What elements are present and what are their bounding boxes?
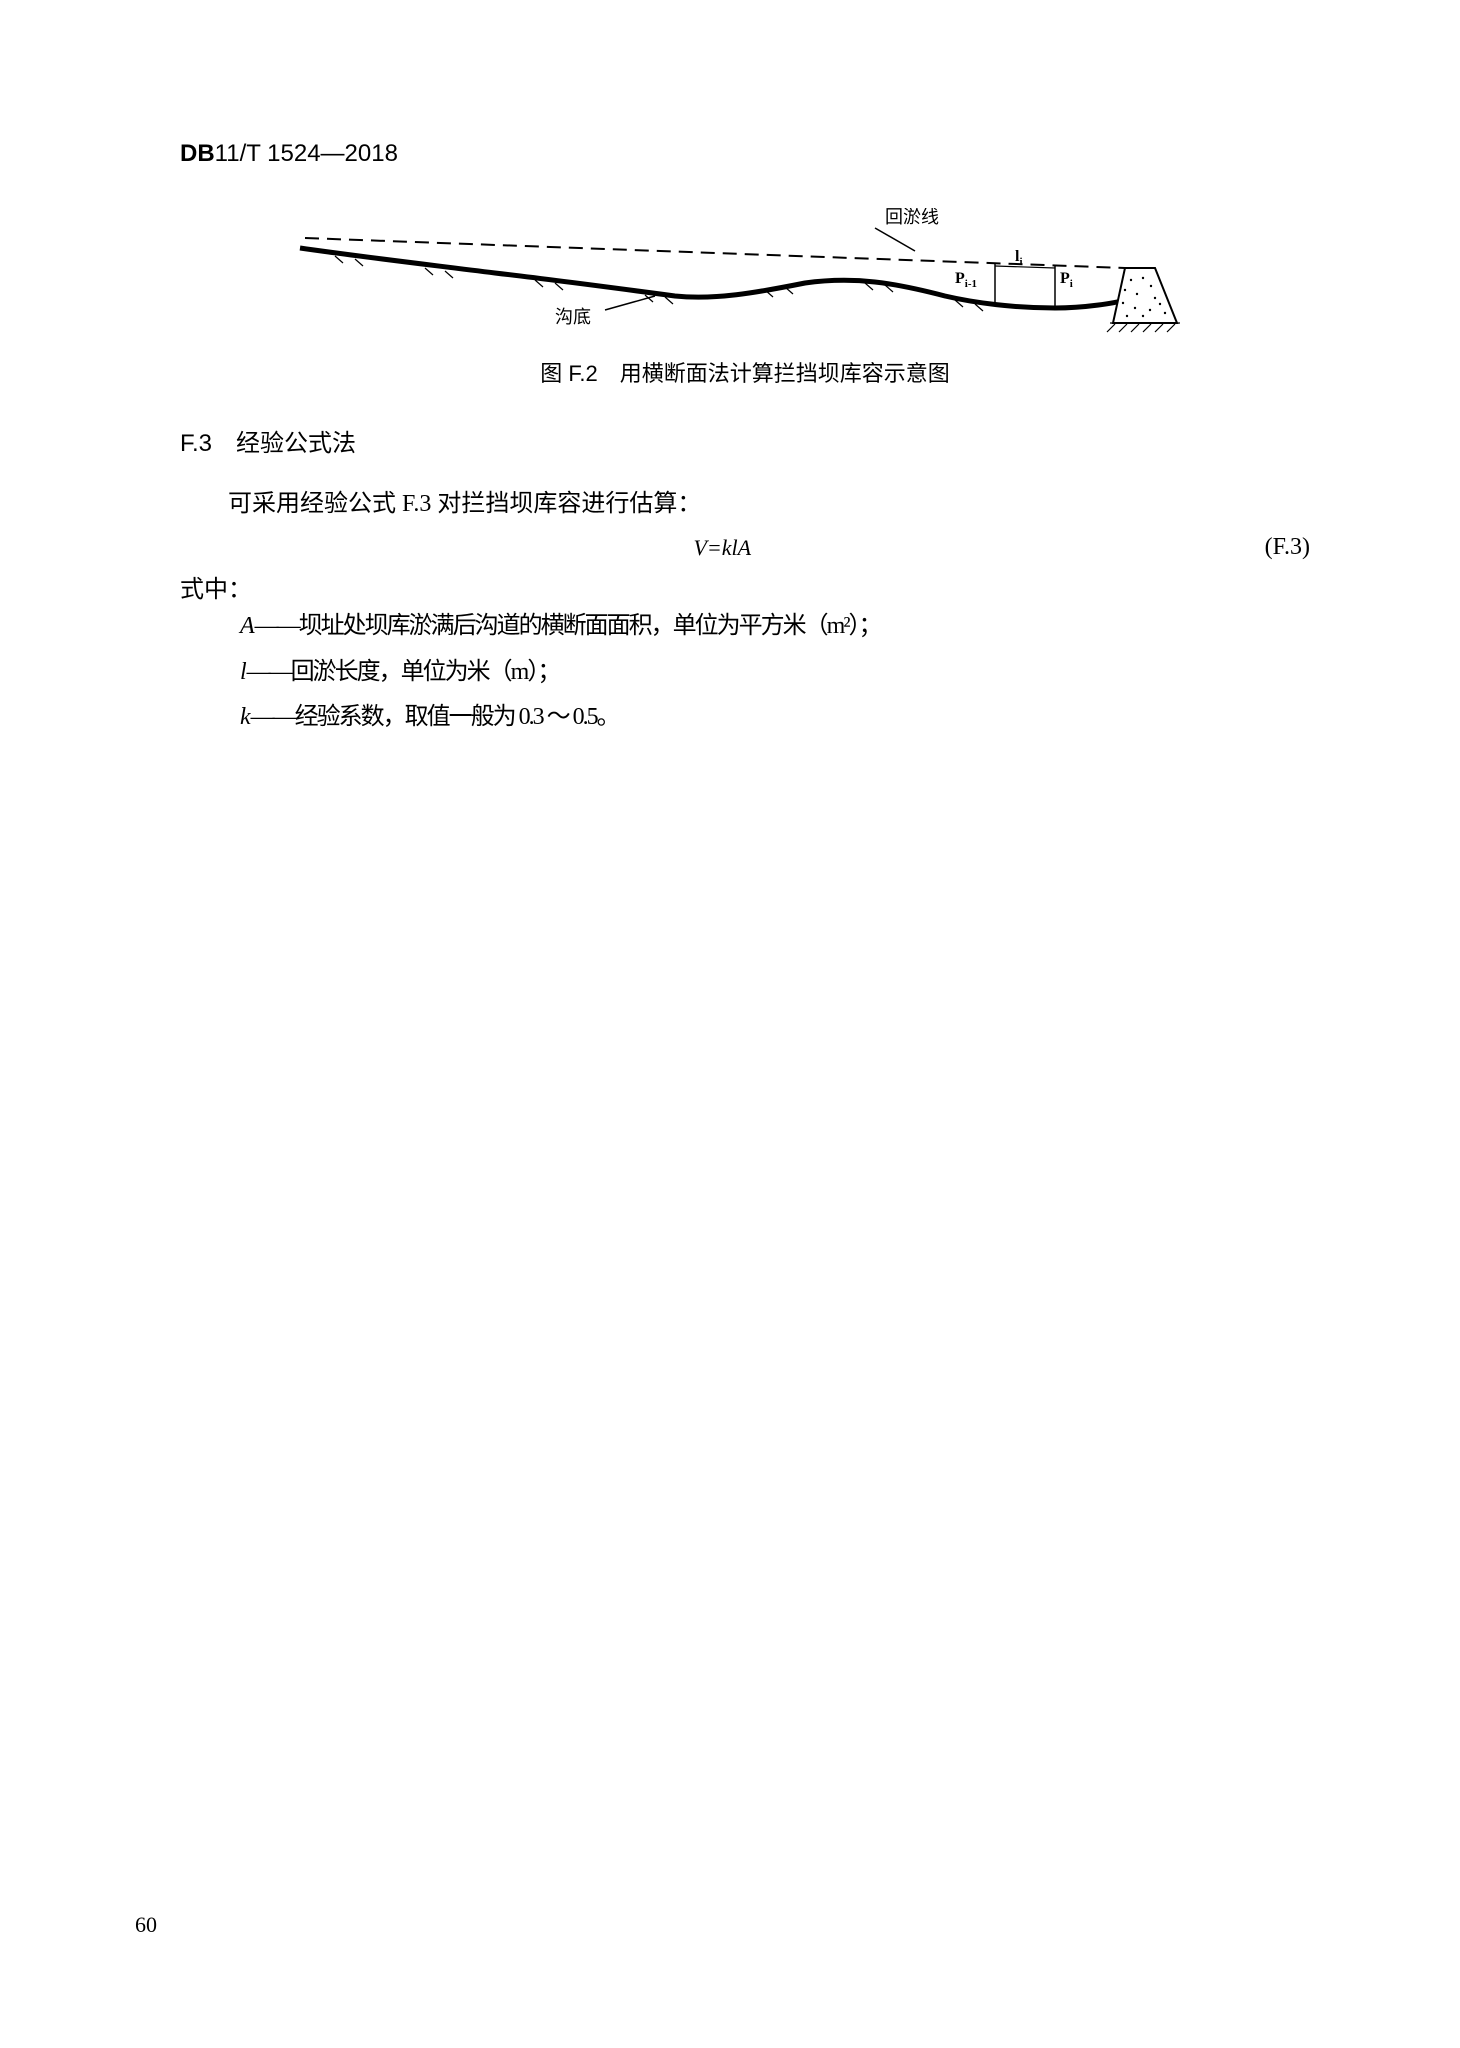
sym-l: l [240,659,247,685]
where-label: 式中： [180,569,1310,604]
document-code: DB11/T 1524—2018 [180,140,1310,168]
page-content: DB11/T 1524—2018 回淤线 [0,0,1460,2048]
def-l: l——回淤长度，单位为米（m）； [180,650,1310,696]
section-heading-f3: F.3 经验公式法 [180,423,1310,458]
formula-row: V=klA (F.3) [180,534,1310,561]
label-pi-1: Pi-1 [955,270,977,290]
figure-caption: 图 F.2 用横断面法计算拦挡坝库容示意图 [295,356,1195,388]
def-k-text: ——经验系数，取值一般为 0.3 ～ 0.5。 [251,704,619,730]
formula: V=klA [180,535,1265,561]
def-A: A——坝址处坝库淤满后沟道的横断面面积，单位为平方米（m²）； [180,604,1310,650]
def-k: k——经验系数，取值一般为 0.3 ～ 0.5。 [180,695,1310,741]
page-number: 60 [135,1912,157,1938]
code-prefix: DB [180,140,215,167]
code-number: 11/T 1524—2018 [215,140,398,167]
def-l-text: ——回淤长度，单位为米（m）； [247,659,560,685]
label-huiyu: 回淤线 [885,208,939,227]
label-goudi: 沟底 [555,307,591,327]
def-A-text: ——坝址处坝库淤满后沟道的横断面面积，单位为平方米（m²）； [255,613,881,639]
figure-f2: 回淤线 沟底 [295,208,1195,388]
intro-text: 可采用经验公式 F.3 对拦挡坝库容进行估算： [180,483,1310,526]
formula-number: (F.3) [1265,534,1310,561]
cross-section-diagram: 回淤线 沟底 [295,208,1195,348]
sym-k: k [240,704,251,730]
sym-A: A [240,613,255,639]
label-pi: Pi [1060,270,1073,290]
